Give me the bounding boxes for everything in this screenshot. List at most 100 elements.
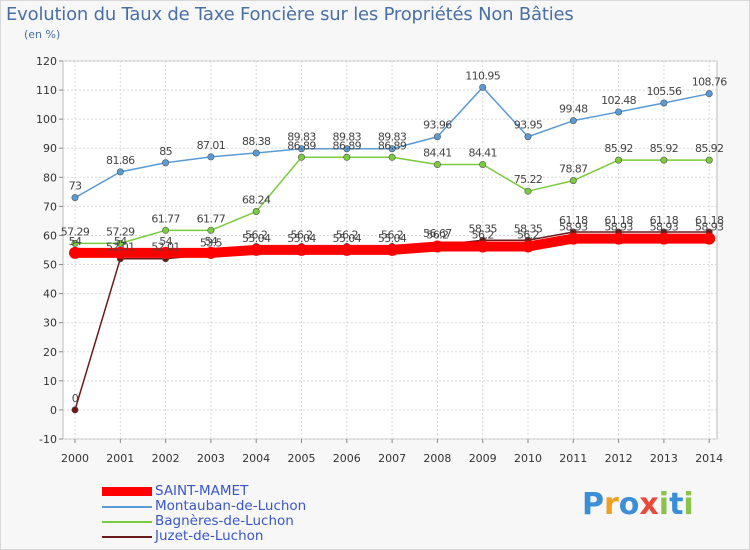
data-label: 84.41 (468, 146, 497, 159)
legend-label: Bagnères-de-Luchon (155, 513, 294, 529)
data-point (476, 240, 489, 253)
data-label: 56.67 (423, 227, 452, 240)
x-tick-label: 2009 (469, 452, 497, 465)
x-tick-label: 2002 (152, 452, 180, 465)
logo-letter: i (683, 487, 694, 522)
data-label: 54 (159, 235, 172, 248)
x-tick-label: 2001 (106, 452, 134, 465)
data-point (116, 239, 124, 247)
data-label: 57.29 (61, 225, 90, 238)
x-tick-label: 2008 (423, 452, 451, 465)
data-label: 54 (114, 235, 127, 248)
y-tick-label: 110 (36, 84, 57, 97)
data-label: 61.77 (197, 212, 226, 225)
data-label: 89.83 (378, 131, 407, 144)
y-tick-label: 100 (36, 113, 57, 126)
data-label: 0 (72, 392, 79, 405)
data-point (343, 153, 351, 161)
data-label: 85.92 (604, 142, 633, 155)
data-point (524, 133, 532, 141)
data-point (657, 232, 670, 245)
x-tick-label: 2003 (197, 452, 225, 465)
logo-letter: i (658, 487, 670, 522)
y-tick-label: 60 (43, 229, 57, 242)
data-point (207, 226, 215, 234)
legend-label: SAINT-MAMET (155, 483, 249, 499)
data-label: 105.56 (646, 85, 681, 98)
legend-item-bagneres: Bagnères-de-Luchon (102, 514, 306, 529)
y-tick-label: -10 (39, 433, 57, 446)
data-point (162, 226, 170, 234)
data-label: 52.01 (106, 241, 135, 254)
data-label: 58.35 (468, 222, 497, 235)
data-label: 58.93 (650, 221, 679, 234)
legend-label: Montauban-de-Luchon (155, 498, 307, 514)
data-label: 55.04 (242, 232, 271, 245)
data-point (569, 117, 577, 125)
x-tick-label: 2014 (695, 452, 723, 465)
logo-letter: r (604, 487, 619, 522)
data-label: 89.83 (333, 131, 362, 144)
data-label: 81.86 (106, 154, 135, 167)
x-tick-label: 2005 (288, 452, 316, 465)
x-tick-label: 2010 (514, 452, 542, 465)
data-point (388, 153, 396, 161)
data-label: 57.29 (106, 225, 135, 238)
legend-swatch (102, 520, 152, 523)
data-point (615, 156, 623, 164)
data-label: 85.92 (650, 142, 679, 155)
data-point (159, 246, 172, 259)
y-tick-label: 0 (50, 404, 57, 417)
data-label: 55.04 (333, 232, 362, 245)
data-point (252, 208, 260, 216)
chart-title: Evolution du Taux de Taxe Foncière sur l… (6, 4, 574, 25)
y-tick-label: 90 (43, 142, 57, 155)
y-tick-label: 40 (43, 288, 57, 301)
logo-letter: P (582, 487, 604, 522)
legend-item-juzet: Juzet-de-Luchon (102, 529, 306, 544)
x-tick-label: 2007 (378, 452, 406, 465)
data-label: 56.2 (472, 229, 494, 242)
data-label: 52.01 (151, 241, 180, 254)
data-label: 56.2 (245, 229, 267, 242)
data-point (567, 232, 580, 245)
data-point (252, 149, 260, 157)
chart-subtitle: (en %) (24, 28, 61, 41)
data-point (431, 240, 444, 253)
data-point (479, 83, 487, 91)
y-tick-label: 20 (43, 346, 57, 359)
data-point (116, 168, 124, 176)
logo-letter: x (639, 487, 659, 522)
data-point (297, 145, 305, 153)
data-point (569, 177, 577, 185)
data-label: 99.48 (559, 103, 588, 116)
data-label: 86.89 (378, 139, 407, 152)
data-point (612, 232, 625, 245)
data-point (71, 406, 79, 414)
data-label: 73 (69, 180, 82, 193)
data-point (204, 246, 217, 259)
data-label: 108.76 (692, 76, 727, 89)
data-label: 68.24 (242, 194, 271, 207)
y-tick-label: 30 (43, 317, 57, 330)
data-point (162, 159, 170, 167)
proxiti-logo: Proxiti (582, 487, 694, 522)
data-point (250, 243, 263, 256)
data-label: 85.92 (695, 142, 724, 155)
data-label: 75.22 (514, 173, 543, 186)
data-point (615, 108, 623, 116)
data-point (71, 194, 79, 202)
data-point (524, 187, 532, 195)
data-label: 58.93 (559, 221, 588, 234)
legend: SAINT-MAMET Montauban-de-Luchon Bagnères… (102, 484, 306, 544)
legend-swatch (102, 487, 152, 496)
legend-item-montauban: Montauban-de-Luchon (102, 499, 306, 514)
data-point (705, 90, 713, 98)
data-label: 61.18 (559, 214, 588, 227)
data-label: 56.2 (517, 229, 539, 242)
data-label: 61.18 (650, 214, 679, 227)
legend-swatch (102, 505, 152, 508)
logo-letter: t (669, 487, 684, 522)
data-label: 58.93 (604, 221, 633, 234)
data-label: 61.77 (151, 212, 180, 225)
